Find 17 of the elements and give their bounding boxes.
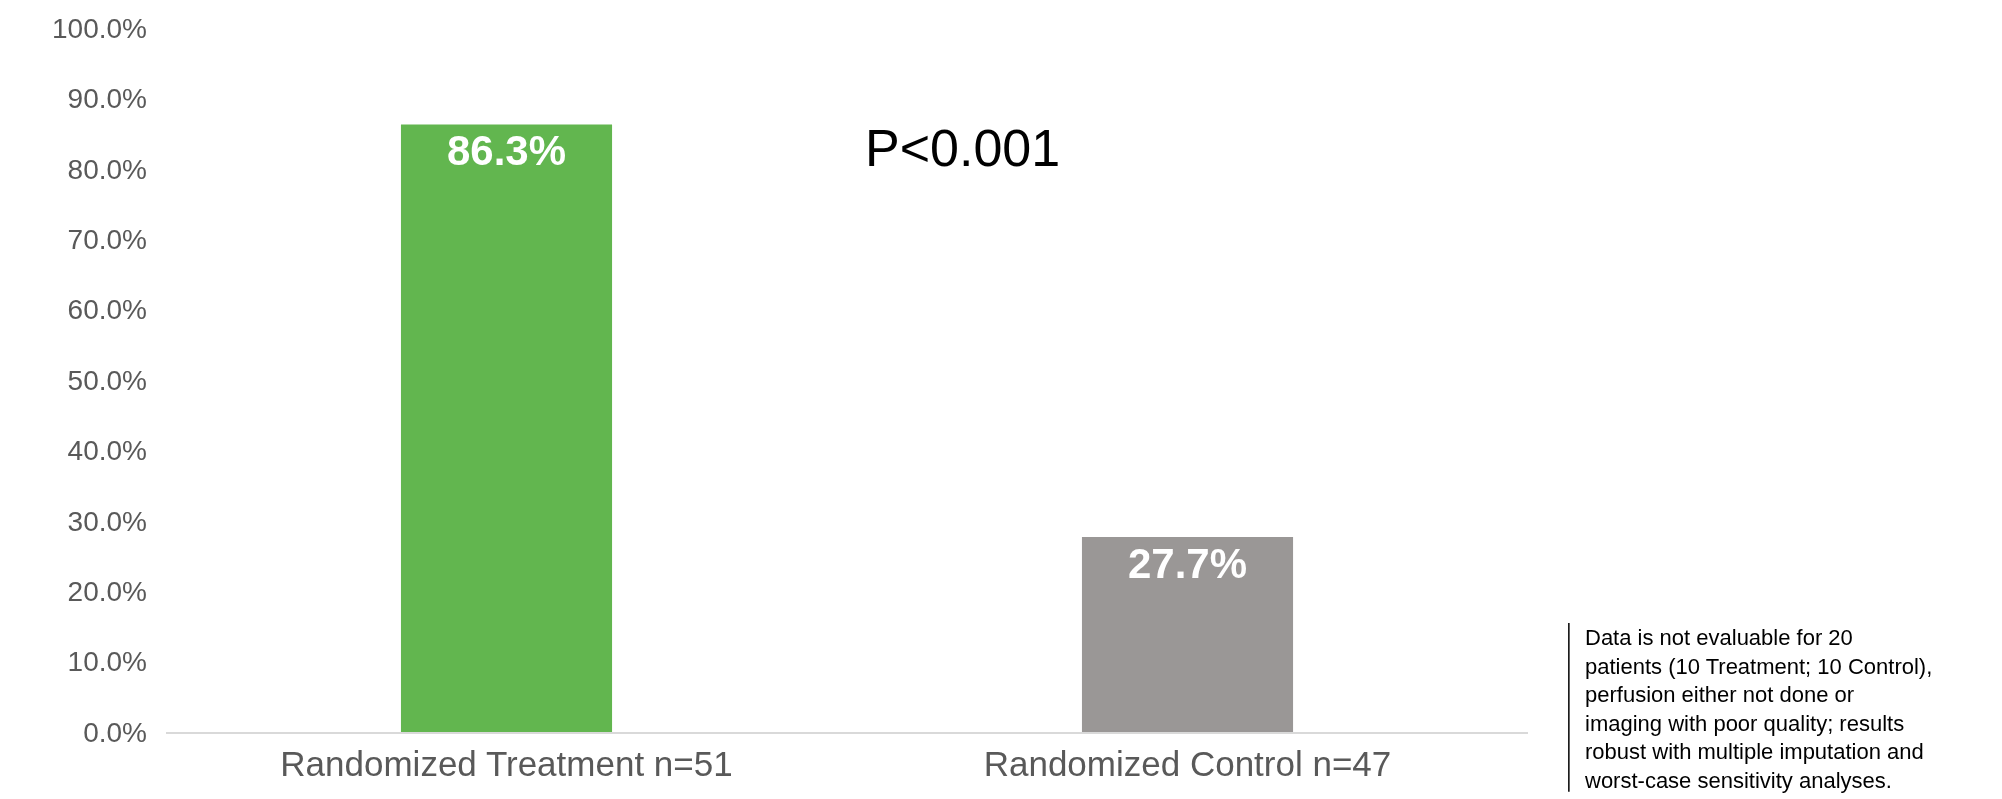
data-label: 86.3% [446,127,567,175]
y-tick-label: 30.0% [67,505,147,537]
y-tick-label: 50.0% [67,364,147,396]
y-tick-label: 40.0% [67,435,147,467]
x-tick-label: Randomized Control n=47 [983,744,1392,783]
y-tick-label: 60.0% [67,294,147,326]
y-tick-label: 90.0% [67,83,147,115]
y-tick-label: 0.0% [83,716,147,748]
y-tick-label: 80.0% [67,153,147,185]
text: Data is not evaluable for 20 patients (10 Treatment; 10 Control), perfusion either not done or imaging with poor quality; results robust with multiple imputation and worst-case sensitivity analyses. [1584,625,1933,793]
y-tick-label: 10.0% [67,646,147,678]
y-tick-label: 100.0% [52,12,147,44]
data-label: 27.7% [1127,539,1248,587]
x-tick-label: Randomized Treatment n=51 [280,744,733,783]
y-tick-label: 70.0% [67,224,147,255]
annotation: P<0.001 [865,119,1061,177]
y-tick-label: 20.0% [67,576,147,607]
